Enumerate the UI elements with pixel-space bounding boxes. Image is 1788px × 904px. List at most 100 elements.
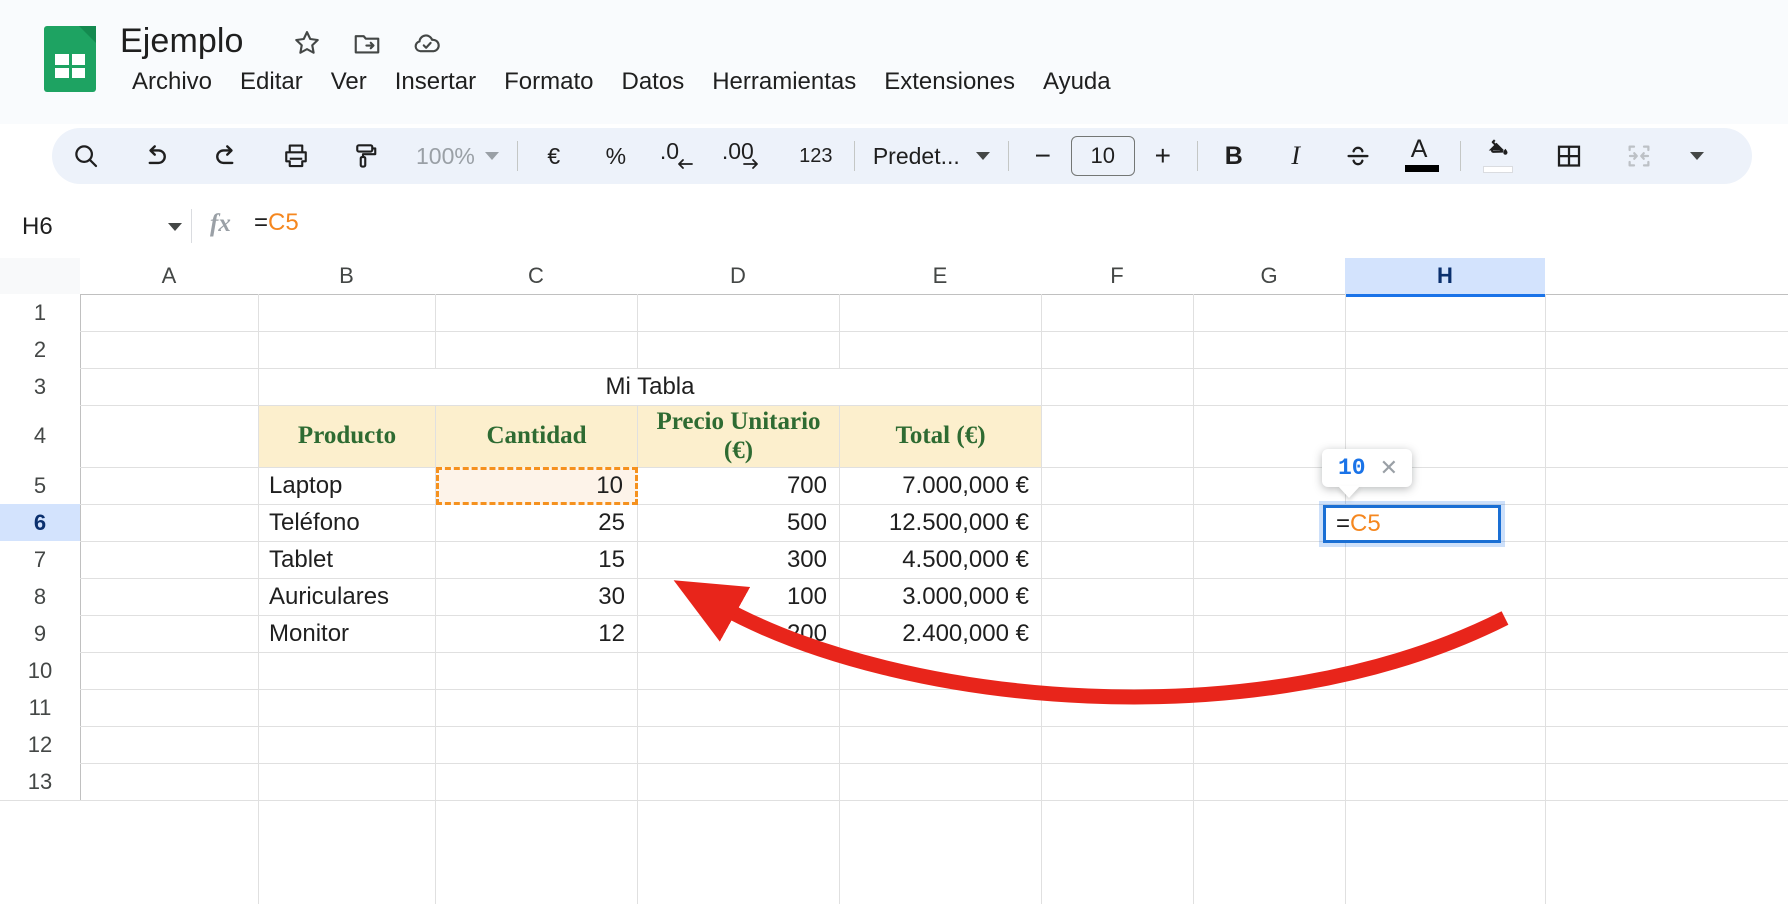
redo-icon[interactable] [204, 134, 248, 178]
cloud-saved-icon[interactable] [412, 28, 442, 58]
cell-d6-precio[interactable]: 500 [786, 509, 827, 536]
row-header-7[interactable]: 7 [0, 541, 81, 579]
copy-marquee-cell-c5[interactable]: 10 [436, 467, 638, 505]
undo-icon[interactable] [134, 134, 178, 178]
cell-e6-total[interactable]: 12.500,000 € [888, 509, 1029, 536]
menu-item-ver[interactable]: Ver [330, 68, 367, 95]
column-header-a[interactable]: A [80, 258, 259, 295]
italic-button[interactable]: I [1291, 141, 1301, 170]
cell-b7-producto[interactable]: Tablet [269, 546, 334, 573]
edit-cell-reference: C5 [1350, 510, 1381, 537]
text-color-button[interactable]: A [1396, 134, 1448, 178]
percent-format-button[interactable]: % [605, 142, 627, 169]
paint-format-icon[interactable] [344, 134, 388, 178]
select-all-corner[interactable] [0, 258, 81, 295]
decrease-font-size-button[interactable]: − [1034, 140, 1051, 171]
active-cell-editor-h6[interactable]: = C5 [1323, 505, 1501, 543]
row-header-8[interactable]: 8 [0, 578, 81, 616]
column-header-b[interactable]: B [258, 258, 436, 295]
menu-item-editar[interactable]: Editar [240, 68, 303, 95]
grid-line-v [435, 294, 436, 904]
menu-item-formato[interactable]: Formato [504, 68, 594, 95]
cell-e9-total[interactable]: 2.400,000 € [902, 620, 1029, 647]
font-family-selector[interactable]: Predet... [867, 143, 996, 170]
cell-e7-total[interactable]: 4.500,000 € [902, 546, 1029, 573]
cell-c8-cantidad[interactable]: 30 [598, 583, 625, 610]
row-header-10[interactable]: 10 [0, 652, 81, 690]
row-header-9[interactable]: 9 [0, 615, 81, 653]
menu-item-ayuda[interactable]: Ayuda [1043, 68, 1111, 95]
cell-b4-header-producto[interactable]: Producto [259, 406, 435, 467]
menu-item-archivo[interactable]: Archivo [132, 68, 213, 95]
more-formats-button[interactable]: 123 [799, 144, 833, 167]
row-header-3[interactable]: 3 [0, 368, 81, 406]
cell-e5-total[interactable]: 7.000,000 € [902, 472, 1029, 499]
row-header-12[interactable]: 12 [0, 726, 81, 764]
search-icon[interactable] [64, 134, 108, 178]
merge-cells-icon[interactable] [1613, 134, 1665, 178]
grid-line-h [80, 578, 1788, 579]
column-header-f[interactable]: F [1041, 258, 1194, 295]
tooltip-value: 10 [1338, 455, 1366, 481]
row-header-11[interactable]: 11 [0, 689, 81, 727]
fill-color-icon[interactable] [1473, 134, 1525, 178]
cell-b8-producto[interactable]: Auriculares [269, 583, 390, 610]
row-header-4[interactable]: 4 [0, 405, 81, 468]
chevron-down-icon[interactable] [168, 223, 182, 231]
row-header-13[interactable]: 13 [0, 763, 81, 801]
print-icon[interactable] [274, 134, 318, 178]
sheets-logo-icon[interactable] [44, 26, 96, 92]
borders-icon[interactable] [1543, 134, 1595, 178]
zoom-selector[interactable]: 100% [410, 143, 505, 170]
toolbar-divider-3 [1007, 141, 1009, 171]
grid-line-v [1345, 294, 1346, 904]
grid-line-h [80, 467, 1788, 468]
menu-item-extensiones[interactable]: Extensiones [884, 68, 1015, 95]
column-header-c[interactable]: C [435, 258, 638, 295]
increase-decimal-button[interactable]: .00 [718, 134, 776, 178]
name-box[interactable]: H6 [22, 208, 182, 246]
column-header-d[interactable]: D [637, 258, 840, 295]
cell-b5-producto[interactable]: Laptop [269, 472, 343, 499]
fill-color-swatch [1482, 166, 1513, 173]
decrease-decimal-label: .0 [659, 138, 680, 164]
move-to-folder-icon[interactable] [352, 28, 382, 58]
column-header-g[interactable]: G [1193, 258, 1346, 295]
cell-d5-precio[interactable]: 700 [786, 472, 827, 499]
menu-item-herramientas[interactable]: Herramientas [712, 68, 857, 95]
toolbar-overflow-chevron-down-icon[interactable] [1675, 134, 1719, 178]
formula-input[interactable]: =C5 [254, 209, 299, 237]
row-header-5[interactable]: 5 [0, 467, 81, 505]
grid-line-h [80, 331, 1788, 332]
column-header-h[interactable]: H [1345, 258, 1546, 297]
cell-e8-total[interactable]: 3.000,000 € [902, 583, 1029, 610]
row-header-1[interactable]: 1 [0, 294, 81, 332]
cell-d7-precio[interactable]: 300 [786, 546, 827, 573]
decrease-decimal-button[interactable]: .0 [654, 134, 708, 178]
cell-d8-precio[interactable]: 100 [786, 583, 827, 610]
star-icon[interactable] [292, 28, 322, 58]
strikethrough-icon[interactable] [1334, 134, 1382, 178]
cell-c9-cantidad[interactable]: 12 [598, 620, 625, 647]
row-header-2[interactable]: 2 [0, 331, 81, 369]
close-icon[interactable]: ✕ [1379, 455, 1399, 480]
cell-b3-title[interactable]: Mi Tabla [259, 369, 1041, 405]
cell-c4-header-cantidad[interactable]: Cantidad [436, 406, 637, 467]
font-size-input[interactable]: 10 [1070, 136, 1135, 176]
increase-font-size-button[interactable]: + [1154, 140, 1171, 171]
menu-item-datos[interactable]: Datos [621, 68, 685, 95]
row-header-6[interactable]: 6 [0, 504, 81, 542]
document-title[interactable]: Ejemplo [120, 22, 244, 60]
cell-c7-cantidad[interactable]: 15 [598, 546, 625, 573]
cell-e4-header-total[interactable]: Total (€) [840, 406, 1041, 467]
cell-d9-precio[interactable]: 200 [786, 620, 827, 647]
cell-d4-header-precio-unitario[interactable]: Precio Unitario (€) [638, 406, 839, 467]
column-header-i[interactable] [1545, 258, 1788, 295]
cell-b6-producto[interactable]: Teléfono [269, 509, 360, 536]
menu-item-insertar[interactable]: Insertar [394, 68, 477, 95]
column-header-e[interactable]: E [839, 258, 1042, 295]
cell-c6-cantidad[interactable]: 25 [598, 509, 625, 536]
bold-button[interactable]: B [1224, 141, 1243, 170]
cell-b9-producto[interactable]: Monitor [269, 620, 350, 647]
currency-format-button[interactable]: € [547, 142, 561, 169]
